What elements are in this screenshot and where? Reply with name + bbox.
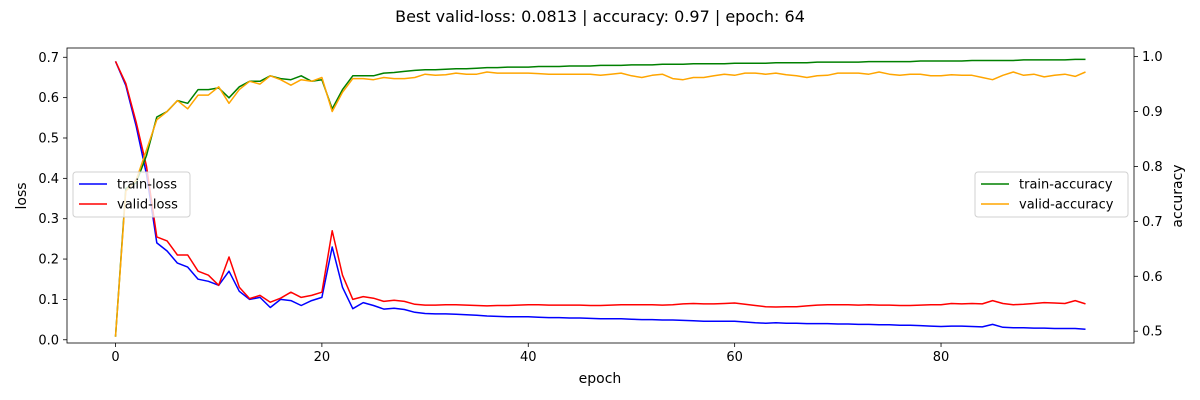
series-line-valid-loss [114,60,1086,308]
y-left-tick-label: 0.0 [38,333,59,348]
legend-label-train-accuracy: train-accuracy [1019,178,1113,193]
y-left-tick-label: 0.7 [38,51,59,66]
chart-title: Best valid-loss: 0.0813 | accuracy: 0.97… [395,7,805,26]
y-right-tick-label: 0.6 [1142,270,1163,285]
y-left-tick-label: 0.2 [38,253,59,268]
x-tick-label: 20 [314,350,331,365]
series-layer [114,58,1086,337]
y-right-tick-label: 1.0 [1142,50,1163,65]
series-line-train-loss [114,61,1086,331]
y-left-tick-label: 0.4 [38,172,59,187]
legend-label-valid-loss: valid-loss [117,198,178,213]
y-left-tick-label: 0.5 [38,131,59,146]
series-line-valid-accuracy [114,71,1086,337]
x-axis-label: epoch [579,371,622,387]
plot-frame [66,47,1135,344]
y-left-tick-label: 0.1 [38,293,59,308]
x-tick-label: 40 [520,350,537,365]
legend-label-train-loss: train-loss [117,178,177,193]
legend-label-valid-accuracy: valid-accuracy [1019,198,1114,213]
x-tick-label: 80 [933,350,950,365]
y-right-tick-label: 0.7 [1142,215,1163,230]
y-axis-left-label: loss [14,182,30,209]
legend-right: train-accuracy valid-accuracy [974,171,1129,218]
y-left-tick-label: 0.3 [38,212,59,227]
axes-layer: 0 20 40 60 80 0.0 0.1 0.2 0.3 0.4 0.5 0.6 0.7 0.5 0.6 0… [38,47,1163,365]
series-line-train-accuracy [114,58,1086,337]
x-tick-label: 0 [111,350,119,365]
y-left-tick-label: 0.6 [38,91,59,106]
legend-layer: train-loss valid-loss train-accuracy valid-… [72,171,1129,218]
y-axis-right-label: accuracy [1170,164,1186,227]
y-right-tick-label: 0.5 [1142,325,1163,340]
legend-left: train-loss valid-loss [72,171,191,218]
y-right-tick-label: 0.8 [1142,160,1163,175]
y-right-tick-label: 0.9 [1142,105,1163,120]
x-tick-label: 60 [726,350,743,365]
legend-box [974,171,1129,218]
